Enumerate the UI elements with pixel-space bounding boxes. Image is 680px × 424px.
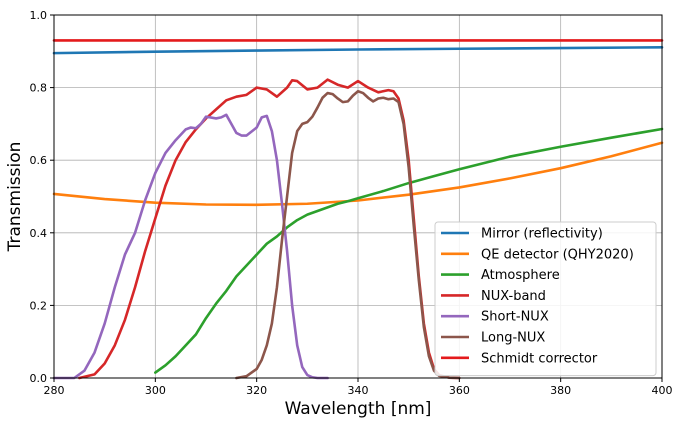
y-tick-label: 0.4	[30, 227, 48, 240]
y-tick-label: 0.6	[30, 154, 48, 167]
legend-label-2: QE detector (QHY2020)	[481, 247, 634, 262]
series-line-5	[52, 113, 329, 380]
series-lines	[52, 39, 664, 380]
legend: Mirror (reflectivity) QE detector (QHY202…	[434, 221, 657, 377]
legend-label-5: Short-NUX	[481, 310, 549, 325]
y-tick-label: 0.0	[30, 372, 48, 385]
legend-label-1: Mirror (reflectivity)	[481, 227, 603, 242]
legend-label-7: Schmidt corrector	[481, 351, 598, 366]
x-tick-label: 400	[652, 384, 673, 397]
y-tick-label: 0.2	[30, 299, 48, 312]
legend-label-6: Long-NUX	[481, 331, 545, 346]
series-line-6	[235, 89, 461, 380]
y-axis-label: Transmission	[5, 142, 25, 253]
x-tick-label: 340	[348, 384, 369, 397]
series-line-3	[154, 127, 664, 374]
y-tick-label: 0.8	[30, 82, 48, 95]
series-line-2	[52, 141, 664, 207]
legend-box	[434, 221, 657, 377]
x-tick-label: 380	[550, 384, 571, 397]
x-tick-label: 300	[145, 384, 166, 397]
series-line-1	[52, 46, 664, 55]
legend-label-4: NUX-band	[481, 289, 546, 304]
y-tick-label: 1.0	[30, 9, 48, 22]
x-axis-label: Wavelength [nm]	[285, 399, 432, 419]
x-tick-label: 360	[449, 384, 470, 397]
x-tick-label: 320	[246, 384, 267, 397]
axis-ticks: 280 300 320 340 360 380 400 0.0 0.2 0.4 0.6 0.8 1.0	[30, 9, 673, 397]
x-tick-label: 280	[44, 384, 65, 397]
legend-label-3: Atmosphere	[481, 268, 560, 283]
